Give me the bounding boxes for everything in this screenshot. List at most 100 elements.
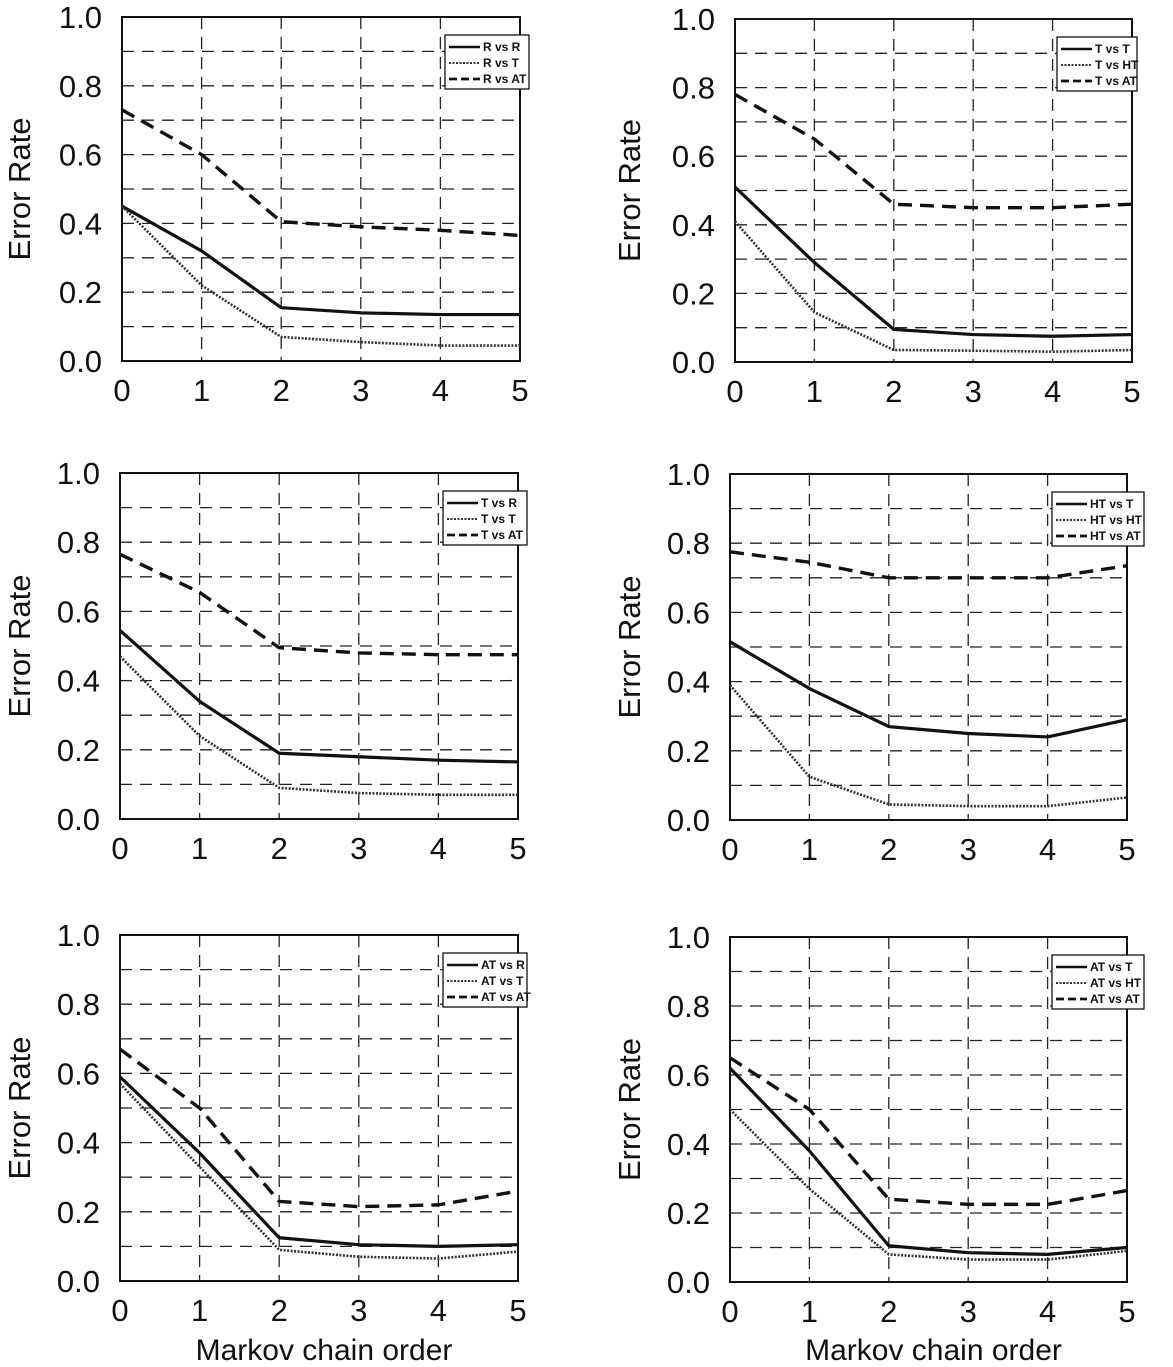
y-tick-label: 1.0 bbox=[57, 918, 100, 953]
x-tick-label: 3 bbox=[352, 373, 369, 408]
legend-box bbox=[444, 34, 530, 90]
y-axis-label: Error Rate bbox=[2, 575, 37, 718]
legend-label: T vs AT bbox=[481, 528, 524, 542]
x-tick-label: 3 bbox=[350, 831, 367, 866]
x-tick-label: 5 bbox=[1118, 832, 1135, 867]
y-tick-label: 0.0 bbox=[667, 1265, 710, 1300]
y-tick-label: 0.2 bbox=[667, 1196, 710, 1231]
y-tick-label: 0.4 bbox=[667, 1127, 710, 1162]
series-line-dashed bbox=[119, 552, 518, 657]
plot-frame bbox=[729, 473, 1128, 821]
y-tick-label: 0.0 bbox=[57, 802, 100, 837]
subplot-1: 0.0 0.2 0.4 0.6 0.8 1.0 0 1 2 3 4 5 Error Rate R vs R… bbox=[2, 0, 530, 408]
y-tick-label: 0.6 bbox=[59, 138, 102, 173]
x-tick-label: 1 bbox=[193, 373, 210, 408]
x-tick-label: 5 bbox=[1118, 1294, 1135, 1329]
legend-label: T vs AT bbox=[1095, 74, 1138, 88]
legend: T vs T T vs HT T vs AT bbox=[1056, 36, 1139, 92]
legend-label: T vs T bbox=[481, 512, 516, 526]
x-tick-label: 4 bbox=[1039, 1294, 1056, 1329]
y-tick-label: 0.0 bbox=[667, 803, 710, 838]
series-line-dotted bbox=[119, 655, 518, 797]
subplot-3: 0.0 0.2 0.4 0.6 0.8 1.0 0 1 2 3 4 5 Error Rate T vs R… bbox=[2, 456, 528, 866]
x-tick-label: 0 bbox=[113, 373, 130, 408]
x-tick-label: 0 bbox=[111, 1293, 128, 1328]
series-line-solid bbox=[728, 1066, 1128, 1257]
legend-box bbox=[442, 952, 528, 1008]
y-tick-label: 0.2 bbox=[57, 733, 100, 768]
x-tick-label: 2 bbox=[273, 373, 290, 408]
y-tick-label: 1.0 bbox=[59, 0, 102, 35]
x-tick-label: 0 bbox=[726, 374, 743, 409]
y-tick-label: 0.6 bbox=[672, 139, 715, 174]
series-line-dashed bbox=[729, 550, 1128, 580]
x-tick-label: 1 bbox=[191, 831, 208, 866]
x-tick-label: 3 bbox=[350, 1293, 367, 1328]
y-tick-label: 0.0 bbox=[57, 1264, 100, 1299]
legend-label: AT vs HT bbox=[1090, 976, 1142, 990]
subplot-2: 0.0 0.2 0.4 0.6 0.8 1.0 0 1 2 3 4 5 Error Rate T vs T… bbox=[612, 2, 1141, 409]
y-tick-label: 0.4 bbox=[59, 206, 102, 241]
y-tick-label: 0.0 bbox=[59, 344, 102, 379]
y-tick-label: 0.6 bbox=[57, 1056, 100, 1091]
legend: HT vs T HT vs HT HT vs AT bbox=[1051, 491, 1145, 547]
legend-label: AT vs T bbox=[1090, 960, 1133, 974]
y-axis-label: Error Rate bbox=[2, 118, 37, 261]
legend: R vs R R vs T R vs AT bbox=[444, 34, 530, 90]
x-tick-label: 2 bbox=[885, 374, 902, 409]
legend-label: AT vs T bbox=[481, 974, 524, 988]
series-line-dashed bbox=[729, 1056, 1128, 1207]
x-tick-label: 5 bbox=[509, 831, 526, 866]
y-axis-label: Error Rate bbox=[2, 1037, 37, 1180]
series-line-solid bbox=[121, 204, 520, 317]
y-tick-label: 0.4 bbox=[667, 665, 710, 700]
subplot-6: 0.0 0.2 0.4 0.6 0.8 1.0 0 1 2 3 4 5 Error Rate Markov… bbox=[612, 920, 1145, 1367]
subplot-5: 0.0 0.2 0.4 0.6 0.8 1.0 0 1 2 3 4 5 Error Rate Markov… bbox=[2, 918, 531, 1367]
legend-label: T vs R bbox=[481, 496, 517, 510]
x-tick-label: 4 bbox=[430, 831, 447, 866]
legend: AT vs R AT vs T AT vs AT bbox=[442, 952, 531, 1008]
plot-frame bbox=[119, 472, 519, 820]
x-axis-label: Markov chain order bbox=[805, 1334, 1062, 1367]
plot-frame bbox=[119, 934, 519, 1282]
y-tick-label: 0.4 bbox=[57, 664, 100, 699]
legend-label: R vs AT bbox=[483, 72, 527, 86]
y-axis-label: Error Rate bbox=[612, 576, 647, 719]
legend-label: AT vs AT bbox=[481, 990, 531, 1004]
x-tick-label: 0 bbox=[111, 831, 128, 866]
y-tick-label: 1.0 bbox=[57, 456, 100, 491]
legend-label: T vs T bbox=[1095, 42, 1130, 56]
x-axis-label: Markov chain order bbox=[196, 1334, 453, 1367]
series-line-dashed bbox=[118, 1047, 519, 1209]
x-tick-label: 2 bbox=[880, 1294, 897, 1329]
y-tick-label: 0.4 bbox=[57, 1126, 100, 1161]
y-tick-label: 0.8 bbox=[57, 525, 100, 560]
y-axis-label: Error Rate bbox=[612, 1038, 647, 1181]
legend-label: R vs R bbox=[483, 40, 521, 54]
series-line-dashed bbox=[734, 92, 1133, 210]
y-tick-label: 0.8 bbox=[667, 989, 710, 1024]
legend: T vs R T vs T T vs AT bbox=[442, 490, 528, 546]
x-tick-label: 1 bbox=[806, 374, 823, 409]
y-tick-label: 0.2 bbox=[672, 276, 715, 311]
y-tick-label: 0.2 bbox=[59, 275, 102, 310]
legend-box bbox=[442, 490, 528, 546]
x-tick-label: 5 bbox=[509, 1293, 526, 1328]
series-line-solid bbox=[733, 185, 1133, 338]
y-tick-label: 1.0 bbox=[672, 2, 715, 37]
series-line-dotted bbox=[729, 684, 1128, 808]
x-tick-label: 4 bbox=[1044, 374, 1061, 409]
x-tick-label: 3 bbox=[960, 1294, 977, 1329]
y-tick-label: 0.2 bbox=[57, 1195, 100, 1230]
subplot-4: 0.0 0.2 0.4 0.6 0.8 1.0 0 1 2 3 4 5 Error Rate HT vs … bbox=[612, 457, 1145, 867]
x-tick-label: 2 bbox=[271, 831, 288, 866]
x-tick-label: 4 bbox=[432, 373, 449, 408]
plot-frame bbox=[734, 18, 1133, 363]
y-tick-label: 0.8 bbox=[59, 69, 102, 104]
legend-label: HT vs HT bbox=[1090, 513, 1143, 527]
x-tick-label: 5 bbox=[1123, 374, 1140, 409]
x-tick-label: 1 bbox=[801, 832, 818, 867]
y-tick-label: 0.6 bbox=[667, 1058, 710, 1093]
y-tick-label: 0.4 bbox=[672, 208, 715, 243]
legend-label: R vs T bbox=[483, 56, 520, 70]
